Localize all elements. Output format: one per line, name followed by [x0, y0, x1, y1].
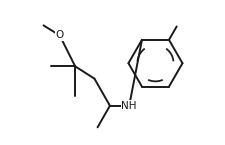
Text: O: O: [55, 30, 64, 40]
Text: NH: NH: [121, 101, 136, 111]
